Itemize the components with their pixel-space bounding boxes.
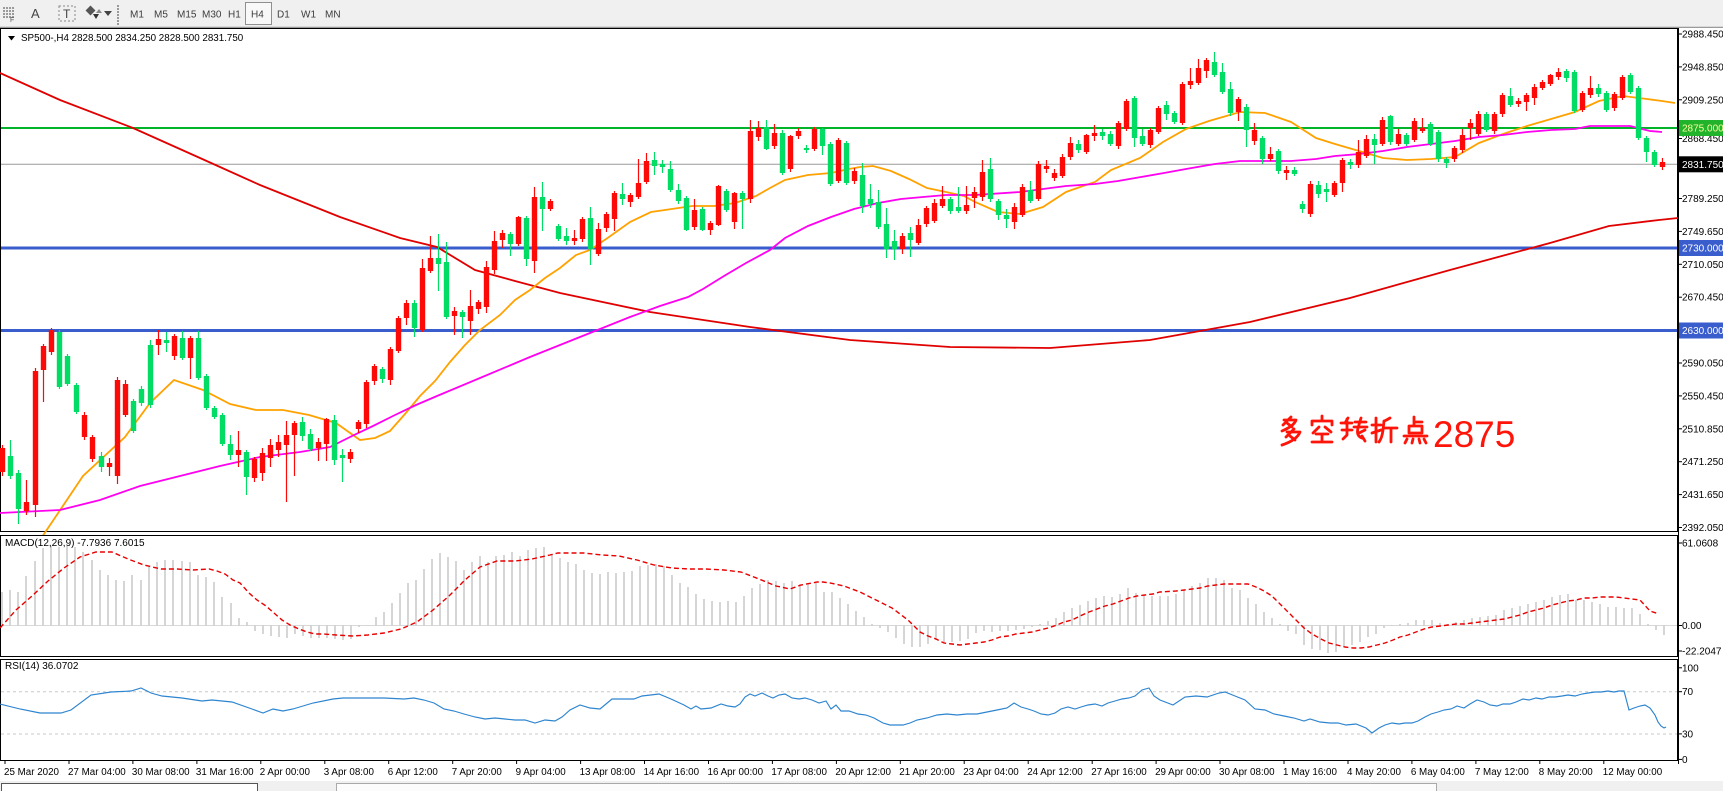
svg-text:2670.450: 2670.450 <box>1682 293 1723 304</box>
svg-text:2868.450: 2868.450 <box>1682 134 1723 145</box>
svg-text:30 Mar 08:00: 30 Mar 08:00 <box>132 767 190 778</box>
svg-text:30: 30 <box>1682 729 1694 740</box>
svg-text:M5: M5 <box>154 10 168 21</box>
svg-text:0.00: 0.00 <box>1682 621 1702 632</box>
svg-text:3 Apr 08:00: 3 Apr 08:00 <box>324 767 375 778</box>
svg-text:2510.850: 2510.850 <box>1682 424 1723 435</box>
svg-text:2630.000: 2630.000 <box>1682 326 1723 337</box>
svg-text:17 Apr 08:00: 17 Apr 08:00 <box>771 767 827 778</box>
svg-text:2 Apr 00:00: 2 Apr 00:00 <box>260 767 311 778</box>
svg-text:9 Apr 04:00: 9 Apr 04:00 <box>516 767 567 778</box>
svg-text:23 Apr 04:00: 23 Apr 04:00 <box>963 767 1019 778</box>
svg-text:6 May 04:00: 6 May 04:00 <box>1411 767 1465 778</box>
svg-text:1 May 16:00: 1 May 16:00 <box>1283 767 1337 778</box>
svg-text:D1: D1 <box>277 10 290 21</box>
svg-text:27 Apr 16:00: 27 Apr 16:00 <box>1091 767 1147 778</box>
svg-text:2988.450: 2988.450 <box>1682 30 1723 41</box>
svg-text:2875: 2875 <box>1433 414 1515 455</box>
svg-text:W1: W1 <box>301 10 316 21</box>
svg-text:25 Mar 2020: 25 Mar 2020 <box>4 767 60 778</box>
svg-text:T: T <box>63 7 71 21</box>
svg-text:2730.000: 2730.000 <box>1682 244 1723 255</box>
svg-text:30 Apr 08:00: 30 Apr 08:00 <box>1219 767 1275 778</box>
svg-text:M30: M30 <box>202 10 222 21</box>
svg-text:2550.450: 2550.450 <box>1682 391 1723 402</box>
svg-text:70: 70 <box>1682 687 1694 698</box>
svg-text:2875.000: 2875.000 <box>1682 124 1723 135</box>
svg-text:13 Apr 08:00: 13 Apr 08:00 <box>580 767 636 778</box>
svg-text:7 Apr 20:00: 7 Apr 20:00 <box>452 767 503 778</box>
svg-text:24 Apr 12:00: 24 Apr 12:00 <box>1027 767 1083 778</box>
svg-text:27 Mar 04:00: 27 Mar 04:00 <box>68 767 126 778</box>
svg-text:2831.750: 2831.750 <box>1682 160 1723 171</box>
svg-text:H4: H4 <box>251 10 264 21</box>
svg-text:12 May 00:00: 12 May 00:00 <box>1603 767 1663 778</box>
svg-text:16 Apr 00:00: 16 Apr 00:00 <box>708 767 764 778</box>
svg-text:2590.050: 2590.050 <box>1682 359 1723 370</box>
svg-text:8 May 20:00: 8 May 20:00 <box>1539 767 1593 778</box>
svg-text:M15: M15 <box>177 10 197 21</box>
svg-text:0: 0 <box>1682 755 1688 766</box>
svg-text:100: 100 <box>1682 663 1699 674</box>
svg-text:14 Apr 16:00: 14 Apr 16:00 <box>644 767 700 778</box>
svg-text:-22.2047: -22.2047 <box>1682 647 1722 658</box>
svg-text:2392.050: 2392.050 <box>1682 523 1723 534</box>
svg-text:4 May 20:00: 4 May 20:00 <box>1347 767 1401 778</box>
svg-text:2471.250: 2471.250 <box>1682 457 1723 468</box>
svg-text:SP500-,H4 2828.500 2834.250 2: SP500-,H4 2828.500 2834.250 2828.500 283… <box>21 33 244 44</box>
svg-text:2749.650: 2749.650 <box>1682 227 1723 238</box>
svg-text:2948.850: 2948.850 <box>1682 62 1723 73</box>
svg-text:2909.250: 2909.250 <box>1682 95 1723 106</box>
svg-text:RSI(14) 36.0702: RSI(14) 36.0702 <box>5 661 79 672</box>
svg-text:6 Apr 12:00: 6 Apr 12:00 <box>388 767 439 778</box>
svg-text:2789.250: 2789.250 <box>1682 194 1723 205</box>
svg-text:A: A <box>31 6 40 21</box>
svg-text:20 Apr 12:00: 20 Apr 12:00 <box>835 767 891 778</box>
svg-text:29 Apr 00:00: 29 Apr 00:00 <box>1155 767 1211 778</box>
svg-text:7 May 12:00: 7 May 12:00 <box>1475 767 1529 778</box>
svg-text:M1: M1 <box>130 10 144 21</box>
svg-text:61.0608: 61.0608 <box>1682 539 1719 550</box>
svg-text:2710.050: 2710.050 <box>1682 260 1723 271</box>
svg-text:2431.650: 2431.650 <box>1682 490 1723 501</box>
svg-text:21 Apr 20:00: 21 Apr 20:00 <box>899 767 955 778</box>
svg-text:31 Mar 16:00: 31 Mar 16:00 <box>196 767 254 778</box>
svg-text:MACD(12,26,9) -7.7936 7.6015: MACD(12,26,9) -7.7936 7.6015 <box>5 538 145 549</box>
svg-text:H1: H1 <box>228 10 241 21</box>
svg-text:F: F <box>10 17 14 24</box>
svg-text:MN: MN <box>325 10 341 21</box>
